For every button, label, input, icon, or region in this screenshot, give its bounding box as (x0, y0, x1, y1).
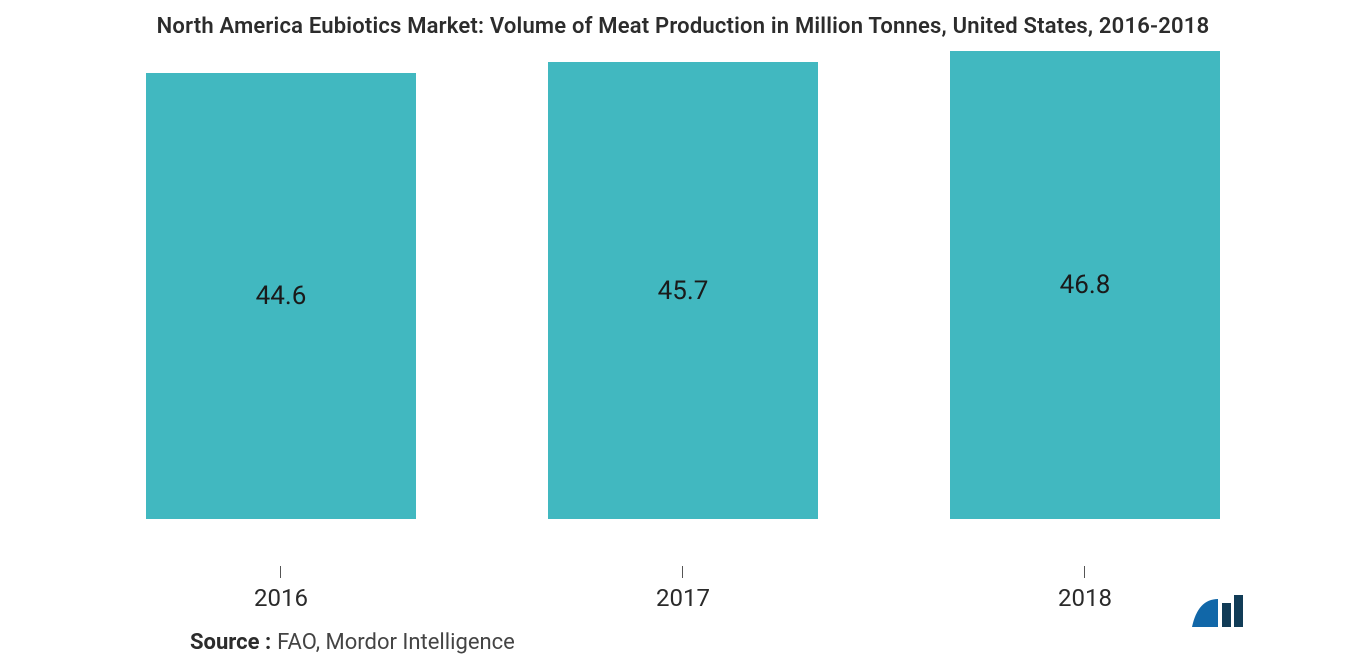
x-label-0: 2016 (254, 584, 308, 612)
plot-area: 44.6 45.7 46.8 (80, 49, 1286, 566)
bar-1: 45.7 (548, 62, 818, 519)
bar-group-0: 44.6 (80, 49, 482, 519)
axis-tick-1: 2017 (482, 566, 884, 612)
chart-title: North America Eubiotics Market: Volume o… (0, 14, 1366, 39)
bar-value-0: 44.6 (256, 281, 307, 311)
bars-row: 44.6 45.7 46.8 (80, 49, 1286, 519)
bar-2: 46.8 (950, 51, 1220, 519)
tick-mark (280, 566, 281, 578)
axis-tick-0: 2016 (80, 566, 482, 612)
bar-0: 44.6 (146, 73, 416, 519)
mordor-logo-icon (1190, 591, 1246, 637)
tick-mark (1084, 566, 1085, 578)
bar-group-2: 46.8 (884, 49, 1286, 519)
x-label-1: 2017 (656, 584, 710, 612)
tick-mark (682, 566, 683, 578)
source-label: Source : (190, 630, 271, 655)
bar-group-1: 45.7 (482, 49, 884, 519)
source-text: FAO, Mordor Intelligence (277, 630, 515, 655)
bar-value-1: 45.7 (658, 276, 709, 306)
x-label-2: 2018 (1058, 584, 1112, 612)
chart-container: North America Eubiotics Market: Volume o… (0, 0, 1366, 655)
x-axis-labels: 2016 2017 2018 (80, 566, 1286, 612)
bar-value-2: 46.8 (1060, 270, 1111, 300)
